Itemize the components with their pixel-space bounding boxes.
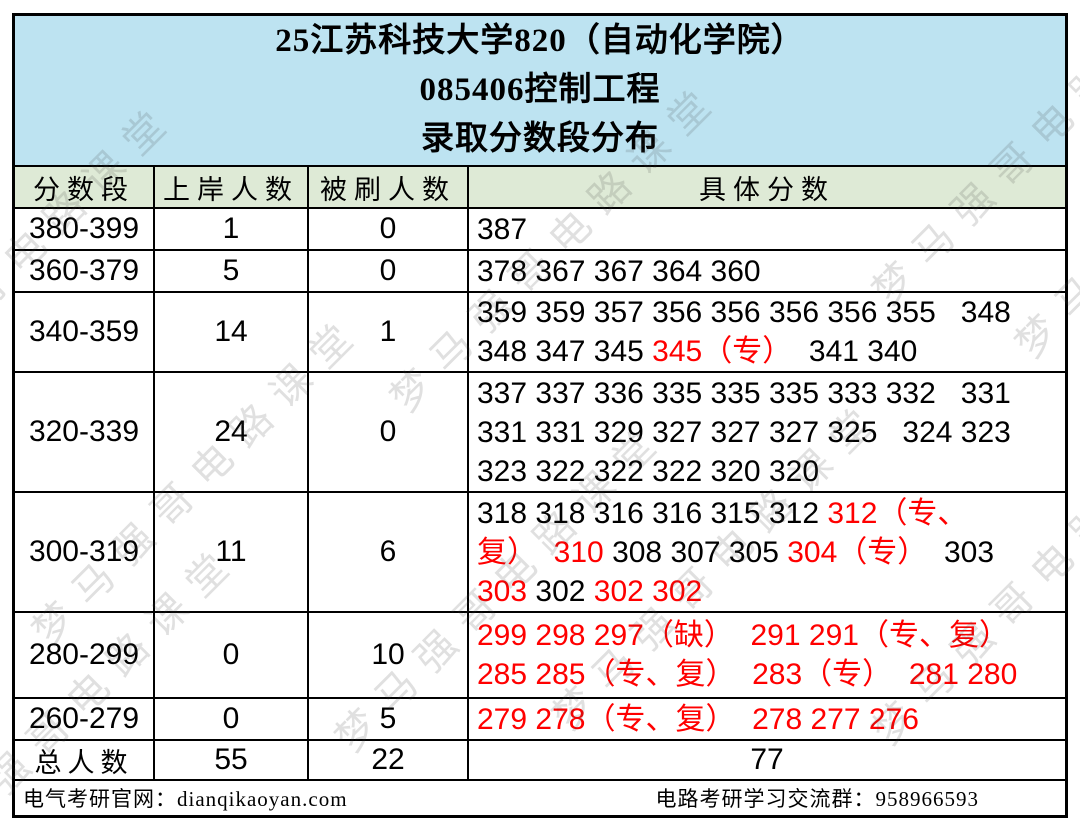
total-detail-count: 77 [467,741,1065,779]
score-range-cell: 340-359 [28,315,140,348]
table-row: 280-299 0 10 299 298 297（缺） 291 291（专、复） 285… [15,611,1065,697]
score-line: 303 302 302 302 [477,572,1065,611]
score-line: 279 278（专、复） 278 277 276 [477,700,1065,739]
admitted-count-cell: 0 [153,613,307,697]
score-detail-cell: 337 337 336 335 335 335 333 332 331 331 3… [467,373,1065,491]
admitted-count-cell: 5 [153,251,307,291]
header-score-range: 分数段 [33,174,135,205]
header-admitted-count: 上岸人数 [153,167,307,207]
admitted-count-cell: 1 [153,209,307,249]
score-segment-red: 299 298 297（缺） 291 291（专、复） [477,619,1009,652]
rejected-count-cell: 10 [307,613,467,697]
score-segment-red: 285 285（专、复） 283（专） 281 280 [477,658,1018,691]
title-line-subtitle: 录取分数段分布 [421,121,659,157]
header-rejected-count: 被刷人数 [307,167,467,207]
score-line: 331 331 329 327 327 327 325 324 323 [477,413,1065,452]
score-range-cell: 300-319 [28,535,140,568]
admitted-count-cell: 11 [153,493,307,611]
score-segment: 331 331 329 327 327 327 325 324 323 [477,415,1011,449]
rejected-count-cell: 6 [307,493,467,611]
score-segment-red: 304（专） [787,535,928,569]
score-segment-red: 279 278（专、复） 278 277 276 [477,702,919,736]
score-line: 299 298 297（缺） 291 291（专、复） [477,616,1065,655]
score-detail-cell: 318 318 316 316 315 312 312（专、 复） 310 308… [467,493,1065,611]
score-detail-cell: 387 [467,209,1065,249]
admitted-count-cell: 24 [153,373,307,491]
score-line: 285 285（专、复） 283（专） 281 280 [477,655,1065,694]
score-table-body: 380-399 1 0 387 360-379 5 0 378 367 367 364 360… [15,207,1065,739]
total-row: 总人数 55 22 77 [15,739,1065,779]
score-line: 复） 310 308 307 305 304（专） 303 [477,533,1065,572]
score-segment: 302 [535,574,594,608]
score-segment: 359 359 357 356 356 356 356 355 348 [477,296,1011,329]
table-row: 320-339 24 0 337 337 336 335 335 335 333 33… [15,371,1065,491]
score-line: 387 [477,210,1065,249]
rejected-count-cell: 0 [307,373,467,491]
rejected-count-cell: 1 [307,293,467,371]
score-line: 348 347 345 345（专） 341 340 [477,332,1065,371]
table-title-block: 25江苏科技大学820（自动化学院） 085406控制工程 录取分数段分布 [15,16,1065,165]
score-line: 359 359 357 356 356 356 356 355 348 [477,293,1065,332]
score-segment: 318 318 316 316 315 312 [477,496,828,530]
table-row: 260-279 0 5 279 278（专、复） 278 277 276 [15,697,1065,739]
title-line-school: 25江苏科技大学820（自动化学院） [275,23,805,59]
score-detail-cell: 279 278（专、复） 278 277 276 [467,699,1065,739]
score-segment: 308 307 305 [612,535,788,569]
rejected-count-cell: 0 [307,209,467,249]
table-row: 300-319 11 6 318 318 316 316 315 312 312（专、… [15,491,1065,611]
score-segment-red: 312（专、 [827,496,968,530]
score-segment: 378 367 367 364 360 [477,254,761,288]
score-segment: 303 [927,535,995,569]
title-line-major: 085406控制工程 [419,72,661,108]
score-segment: 337 337 336 335 335 335 333 332 331 [477,376,1011,410]
score-segment: 341 340 [792,335,918,368]
score-range-cell: 320-339 [28,415,140,448]
total-label: 总人数 [34,747,134,778]
score-detail-cell: 378 367 367 364 360 [467,251,1065,291]
admitted-count-cell: 14 [153,293,307,371]
score-range-cell: 260-279 [28,702,140,735]
footer-website: 电气考研官网：dianqikaoyan.com [23,787,348,811]
admitted-count-cell: 0 [153,699,307,739]
score-segment-red: 复） 310 [477,535,613,569]
score-line: 337 337 336 335 335 335 333 332 331 [477,374,1065,413]
score-segment-red: 303 [477,574,536,608]
table-row: 340-359 14 1 359 359 357 356 356 356 356 35… [15,291,1065,371]
score-segment: 387 [477,212,528,246]
score-segment-red: 302 302 [593,574,703,608]
score-line: 378 367 367 364 360 [477,252,1065,291]
table-row: 360-379 5 0 378 367 367 364 360 [15,249,1065,291]
score-range-cell: 280-299 [28,638,140,671]
footer-qq-group: 电路考研学习交流群：958966593 [655,787,979,811]
score-range-cell: 380-399 [28,212,140,245]
score-distribution-table: 25江苏科技大学820（自动化学院） 085406控制工程 录取分数段分布 分数… [12,13,1068,818]
header-score-detail: 具体分数 [467,167,1065,207]
rejected-count-cell: 0 [307,251,467,291]
rejected-count-cell: 5 [307,699,467,739]
table-row: 380-399 1 0 387 [15,207,1065,249]
score-line: 323 322 322 322 320 320 [477,452,1065,491]
score-segment: 348 347 345 [477,335,653,368]
footer-bar: 电气考研官网：dianqikaoyan.com 电路考研学习交流群：958966… [15,779,1065,815]
score-range-cell: 360-379 [28,254,140,287]
score-detail-cell: 359 359 357 356 356 356 356 355 348 348 3… [467,293,1065,371]
table-header-row: 分数段 上岸人数 被刷人数 具体分数 [15,165,1065,207]
score-segment-red: 345（专） [652,335,793,368]
score-line: 318 318 316 316 315 312 312（专、 [477,494,1065,533]
score-detail-cell: 299 298 297（缺） 291 291（专、复） 285 285（专、复） … [467,613,1065,697]
total-admitted: 55 [153,741,307,779]
score-segment: 323 322 322 322 320 320 [477,454,819,488]
total-rejected: 22 [307,741,467,779]
